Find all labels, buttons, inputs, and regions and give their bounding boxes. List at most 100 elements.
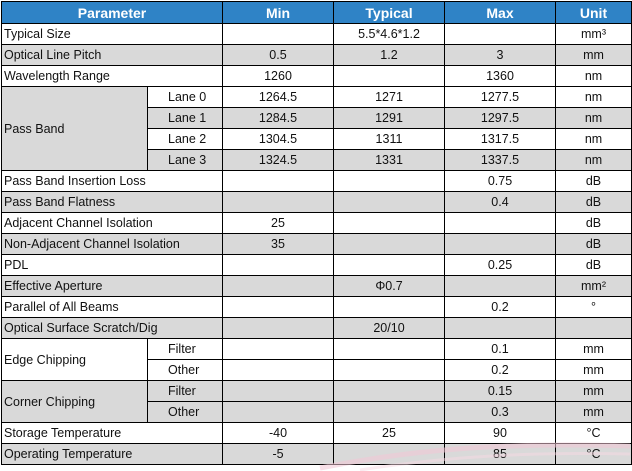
header-unit: Unit: [555, 1, 632, 24]
table-row-corner-chipping-other: Other 0.3 mm: [2, 401, 632, 423]
header-row: Parameter Min Typical Max Unit: [1, 1, 632, 24]
unit-cell: dB: [555, 170, 632, 192]
unit-cell: dB: [555, 191, 632, 213]
header-typical: Typical: [333, 1, 445, 24]
min-cell: 1324.5: [222, 149, 334, 171]
max-cell: 0.15: [444, 380, 556, 402]
table-row-pass-band-lane-0: Pass Band Lane 0 1264.5 1271 1277.5 nm: [1, 86, 632, 171]
typical-cell: [333, 401, 445, 423]
max-cell: 90: [444, 422, 556, 444]
table-row-typical-size: Typical Size 5.5*4.6*1.2 mm³: [1, 23, 632, 45]
max-cell: 0.4: [444, 191, 556, 213]
typical-cell: 1271: [333, 86, 445, 108]
max-cell: 0.75: [444, 170, 556, 192]
table-row-adjacent-channel-isolation: Adjacent Channel Isolation 25 dB: [1, 212, 632, 234]
typical-cell: [333, 65, 445, 87]
param-cell: Optical Line Pitch: [1, 44, 223, 66]
lane-label: Lane 1: [147, 107, 223, 129]
table-row-non-adjacent-channel-isolation: Non-Adjacent Channel Isolation 35 dB: [1, 233, 632, 255]
table-row-optical-surface-scratch-dig: Optical Surface Scratch/Dig 20/10: [1, 317, 632, 339]
unit-cell: mm: [555, 44, 632, 66]
min-cell: [222, 338, 334, 360]
table-row-corner-chipping-filter: Corner Chipping Filter 0.15 mm: [1, 380, 632, 423]
param-cell: Storage Temperature: [1, 422, 223, 444]
lane-label: Lane 3: [147, 149, 223, 171]
min-cell: 1284.5: [222, 107, 334, 129]
typical-cell: [333, 296, 445, 318]
max-cell: 0.2: [444, 359, 556, 381]
unit-cell: nm: [555, 86, 632, 108]
typical-cell: 1291: [333, 107, 445, 129]
unit-cell: nm: [555, 128, 632, 150]
param-cell: Adjacent Channel Isolation: [1, 212, 223, 234]
table-row-pass-band-flatness: Pass Band Flatness 0.4 dB: [1, 191, 632, 213]
sub-label: Other: [147, 359, 223, 381]
unit-cell: [555, 317, 632, 339]
sub-label: Filter: [147, 338, 223, 360]
sub-label: Other: [147, 401, 223, 423]
max-cell: 0.1: [444, 338, 556, 360]
table-row-operating-temperature: Operating Temperature -5 85 °C: [1, 443, 632, 465]
header-max: Max: [444, 1, 556, 24]
min-cell: 1264.5: [222, 86, 334, 108]
max-cell: 0.3: [444, 401, 556, 423]
param-cell: Optical Surface Scratch/Dig: [1, 317, 223, 339]
typical-cell: [333, 359, 445, 381]
max-cell: 85: [444, 443, 556, 465]
min-cell: [222, 170, 334, 192]
max-cell: [444, 212, 556, 234]
min-cell: 1260: [222, 65, 334, 87]
unit-cell: mm: [555, 380, 632, 402]
param-cell: PDL: [1, 254, 223, 276]
param-cell-edge-chipping: Edge Chipping: [1, 338, 148, 381]
param-cell: Parallel of All Beams: [1, 296, 223, 318]
typical-cell: 25: [333, 422, 445, 444]
unit-cell: mm: [555, 359, 632, 381]
param-cell: Pass Band Insertion Loss: [1, 170, 223, 192]
max-cell: 1360: [444, 65, 556, 87]
table-row-storage-temperature: Storage Temperature -40 25 90 °C: [1, 422, 632, 444]
min-cell: [222, 380, 334, 402]
min-cell: -5: [222, 443, 334, 465]
typical-cell: [333, 170, 445, 192]
typical-cell: 1311: [333, 128, 445, 150]
unit-cell: nm: [555, 65, 632, 87]
param-cell: Wavelength Range: [1, 65, 223, 87]
table-row-parallel-of-all-beams: Parallel of All Beams 0.2 °: [1, 296, 632, 318]
table-row-effective-aperture: Effective Aperture Φ0.7 mm²: [1, 275, 632, 297]
unit-cell: dB: [555, 233, 632, 255]
unit-cell: °C: [555, 422, 632, 444]
param-cell-corner-chipping: Corner Chipping: [1, 380, 148, 423]
min-cell: [222, 317, 334, 339]
max-cell: 1337.5: [444, 149, 556, 171]
param-cell: Operating Temperature: [1, 443, 223, 465]
header-min: Min: [222, 1, 334, 24]
table-row-pass-band-insertion-loss: Pass Band Insertion Loss 0.75 dB: [1, 170, 632, 192]
typical-cell: 1.2: [333, 44, 445, 66]
unit-cell: °C: [555, 443, 632, 465]
typical-cell: [333, 254, 445, 276]
param-cell: Pass Band Flatness: [1, 191, 223, 213]
unit-cell: mm: [555, 338, 632, 360]
min-cell: [222, 401, 334, 423]
max-cell: 0.2: [444, 296, 556, 318]
unit-cell: nm: [555, 149, 632, 171]
min-cell: [222, 359, 334, 381]
unit-cell: mm: [555, 401, 632, 423]
max-cell: 1297.5: [444, 107, 556, 129]
min-cell: [222, 191, 334, 213]
sub-label: Filter: [147, 380, 223, 402]
min-cell: [222, 275, 334, 297]
unit-cell: dB: [555, 254, 632, 276]
table-row-pass-band-lane-1: Lane 1 1284.5 1291 1297.5 nm: [2, 107, 632, 129]
typical-cell: [333, 443, 445, 465]
min-cell: [222, 23, 334, 45]
unit-cell: dB: [555, 212, 632, 234]
param-cell: Effective Aperture: [1, 275, 223, 297]
max-cell: [444, 233, 556, 255]
unit-cell: °: [555, 296, 632, 318]
lane-label: Lane 0: [147, 86, 223, 108]
typical-cell: [333, 380, 445, 402]
max-cell: 3: [444, 44, 556, 66]
